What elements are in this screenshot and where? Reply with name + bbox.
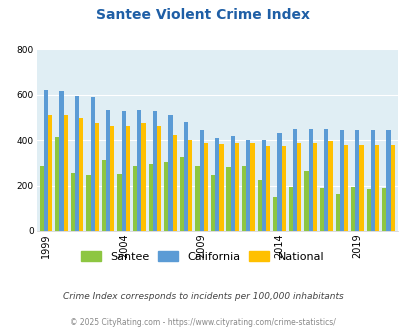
Bar xyxy=(203,143,207,231)
Bar xyxy=(370,130,374,231)
Bar xyxy=(148,164,152,231)
Bar xyxy=(265,146,270,231)
Bar xyxy=(335,194,339,231)
Bar xyxy=(304,171,308,231)
Bar xyxy=(281,146,285,231)
Bar xyxy=(39,166,44,231)
Bar xyxy=(358,145,363,231)
Bar xyxy=(343,145,347,231)
Bar xyxy=(354,130,358,231)
Text: Santee Violent Crime Index: Santee Violent Crime Index xyxy=(96,8,309,22)
Bar xyxy=(48,115,52,231)
Bar xyxy=(195,166,199,231)
Bar xyxy=(122,111,126,231)
Bar xyxy=(210,176,215,231)
Bar xyxy=(386,130,390,231)
Bar xyxy=(339,130,343,231)
Bar xyxy=(390,145,394,231)
Bar xyxy=(110,125,114,231)
Bar xyxy=(90,97,94,231)
Bar xyxy=(219,144,223,231)
Bar xyxy=(55,137,59,231)
Bar xyxy=(106,110,110,231)
Bar xyxy=(126,125,130,231)
Bar xyxy=(183,122,188,231)
Legend: Santee, California, National: Santee, California, National xyxy=(77,247,328,267)
Bar xyxy=(152,111,157,231)
Bar xyxy=(374,145,378,231)
Bar xyxy=(328,141,332,231)
Bar xyxy=(64,115,68,231)
Bar xyxy=(215,138,219,231)
Bar xyxy=(257,180,261,231)
Bar xyxy=(350,187,354,231)
Bar xyxy=(230,136,234,231)
Bar xyxy=(168,115,172,231)
Bar xyxy=(273,197,277,231)
Text: Crime Index corresponds to incidents per 100,000 inhabitants: Crime Index corresponds to incidents per… xyxy=(62,292,343,301)
Bar xyxy=(366,189,370,231)
Bar xyxy=(319,188,323,231)
Bar xyxy=(70,173,75,231)
Bar xyxy=(261,140,265,231)
Bar xyxy=(179,157,183,231)
Bar xyxy=(141,123,145,231)
Bar xyxy=(172,135,176,231)
Bar xyxy=(226,167,230,231)
Bar xyxy=(199,130,203,231)
Bar xyxy=(75,96,79,231)
Bar xyxy=(292,129,296,231)
Bar xyxy=(117,174,121,231)
Bar xyxy=(323,129,328,231)
Bar xyxy=(288,187,292,231)
Bar xyxy=(246,140,250,231)
Bar xyxy=(44,90,48,231)
Bar xyxy=(133,166,137,231)
Bar xyxy=(296,143,301,231)
Text: © 2025 CityRating.com - https://www.cityrating.com/crime-statistics/: © 2025 CityRating.com - https://www.city… xyxy=(70,318,335,327)
Bar xyxy=(86,176,90,231)
Bar xyxy=(137,110,141,231)
Bar xyxy=(277,133,281,231)
Bar xyxy=(250,143,254,231)
Bar xyxy=(164,162,168,231)
Bar xyxy=(157,125,161,231)
Bar xyxy=(381,188,386,231)
Bar xyxy=(102,159,106,231)
Bar xyxy=(94,123,99,231)
Bar xyxy=(59,91,64,231)
Bar xyxy=(312,143,316,231)
Bar xyxy=(188,140,192,231)
Bar xyxy=(234,143,239,231)
Bar xyxy=(241,166,246,231)
Bar xyxy=(79,117,83,231)
Bar xyxy=(308,129,312,231)
